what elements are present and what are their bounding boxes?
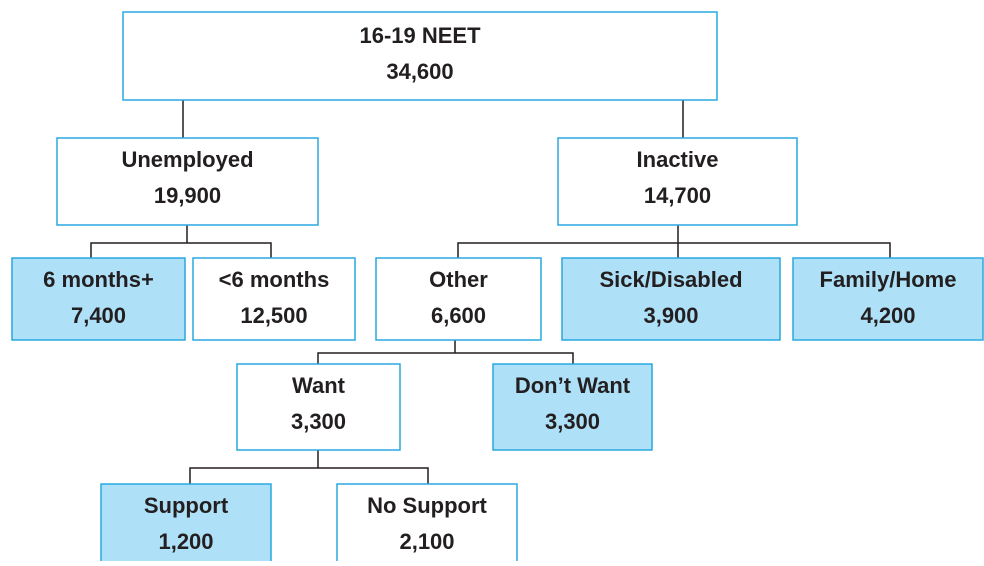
node-box: [375, 257, 542, 341]
node-label: 16-19 NEET: [359, 23, 481, 48]
connector: [90, 225, 272, 258]
node-label: Support: [144, 493, 229, 518]
node-value: 19,900: [154, 183, 221, 208]
node-value: 12,500: [240, 303, 307, 328]
node-label: Don’t Want: [515, 373, 631, 398]
node-box: [557, 137, 798, 226]
node-box: [336, 483, 518, 566]
node-value: 34,600: [386, 59, 453, 84]
node-value: 1,200: [158, 529, 213, 554]
connector: [457, 225, 891, 258]
node-box: [100, 483, 272, 566]
connector: [189, 450, 429, 484]
node-label: Inactive: [637, 147, 719, 172]
node-value: 3,300: [545, 409, 600, 434]
node-value: 3,300: [291, 409, 346, 434]
node-box: [492, 363, 653, 451]
connectors: [90, 100, 891, 484]
node-box: [792, 257, 984, 341]
node-label: 6 months+: [43, 267, 154, 292]
node-value: 14,700: [644, 183, 711, 208]
node-value: 7,400: [71, 303, 126, 328]
node-label: Want: [292, 373, 346, 398]
connector: [182, 100, 684, 138]
node-value: 6,600: [431, 303, 486, 328]
node-value: 3,900: [643, 303, 698, 328]
node-box: [11, 257, 186, 341]
node-box: [561, 257, 781, 341]
node-box: [236, 363, 401, 451]
node-label: <6 months: [219, 267, 330, 292]
node-label: Family/Home: [820, 267, 957, 292]
node-label: No Support: [367, 493, 487, 518]
node-label: Unemployed: [121, 147, 253, 172]
node-value: 2,100: [399, 529, 454, 554]
node-label: Sick/Disabled: [599, 267, 742, 292]
node-box: [56, 137, 319, 226]
node-box: [192, 257, 356, 341]
node-label: Other: [429, 267, 488, 292]
node-value: 4,200: [860, 303, 915, 328]
node-box: [122, 11, 718, 101]
connector: [317, 340, 574, 364]
